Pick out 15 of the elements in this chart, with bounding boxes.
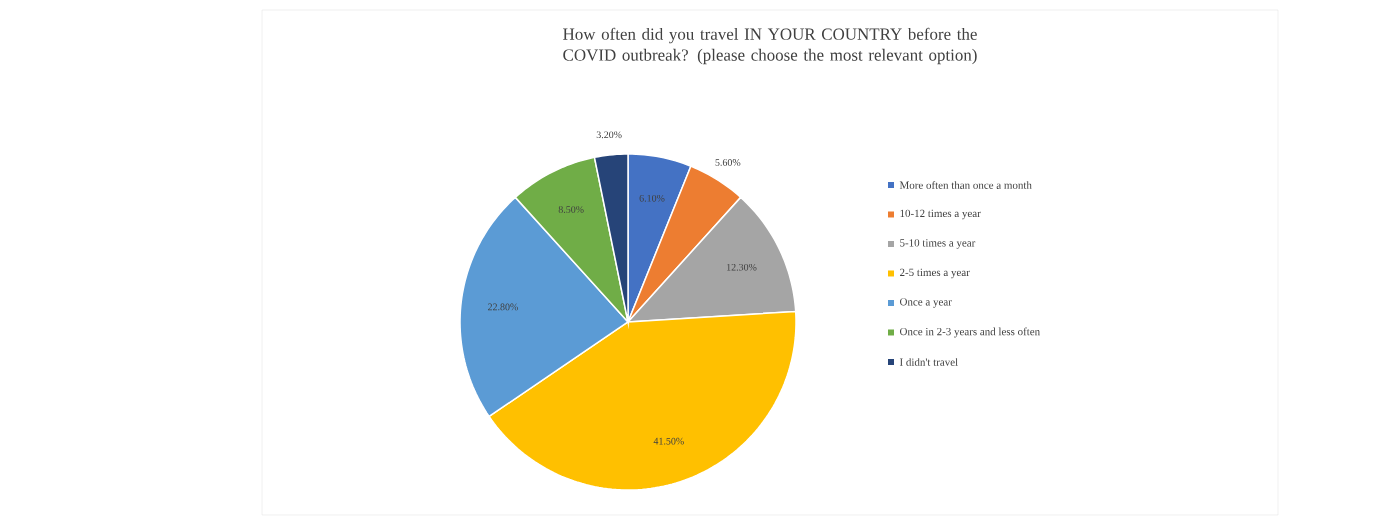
legend-label: Once a year [899,298,952,308]
data-label: 6.10% [639,194,665,202]
data-label: 12.30% [727,263,757,271]
legend-label: 5-10 times a year [900,239,976,249]
legend-label: More often than once a month [899,181,1032,189]
legend-label: 10-12 times a year [900,209,981,220]
legend-label: 2-5 times a year [900,268,970,279]
legend-label: I didn't travel [899,358,958,366]
chart-title: How often did you travel IN YOUR COUNTRY before the COVID outbreak? (please choose the most relevant option) [563,27,977,65]
data-label: 41.50% [653,437,684,445]
data-label: 22.80% [488,303,518,311]
data-label: 3.20% [596,131,622,139]
data-label: 8.50% [558,206,584,213]
data-label: 5.60% [715,159,741,166]
legend-label: Once in 2-3 years and less often [899,327,1040,338]
